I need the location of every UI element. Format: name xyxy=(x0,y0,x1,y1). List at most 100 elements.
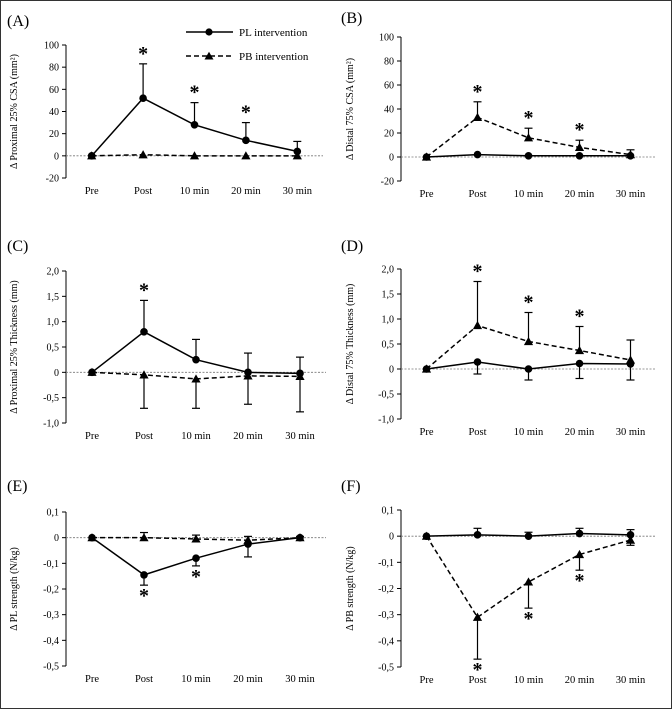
series-pb xyxy=(87,531,305,544)
y-tick-label: -0,3 xyxy=(378,610,394,621)
y-tick-label: 80 xyxy=(49,63,59,74)
y-tick-label: 80 xyxy=(384,57,394,68)
y-axis-label: Δ Distal 75% Thickness (mm) xyxy=(345,284,356,405)
x-tick-label: 10 min xyxy=(181,431,211,442)
data-point xyxy=(139,533,149,542)
legend-label-pb: PB intervention xyxy=(239,51,309,63)
y-tick-label: -0,5 xyxy=(378,663,394,674)
data-point xyxy=(626,531,635,539)
panel-label: (B) xyxy=(341,10,362,27)
panel-label: (D) xyxy=(341,238,363,255)
y-tick-label: 0 xyxy=(389,365,394,376)
significance-star: * xyxy=(241,102,251,124)
x-tick-label: Pre xyxy=(85,186,99,197)
y-tick-label: 2,0 xyxy=(382,265,395,276)
y-tick-label: 0,1 xyxy=(382,506,395,517)
data-point xyxy=(523,577,534,586)
data-point xyxy=(421,531,432,540)
significance-star: * xyxy=(575,119,585,141)
significance-star: * xyxy=(473,659,483,681)
data-point xyxy=(574,345,585,355)
x-tick-label: 30 min xyxy=(283,186,313,197)
y-tick-label: 0 xyxy=(54,533,59,544)
y-tick-label: -0,5 xyxy=(43,662,59,673)
panel-f: (F) -0,5 -0,4 -0,3 -0,2 -0,1 0 0,1 Δ PB strength… xyxy=(341,478,656,686)
significance-star: * xyxy=(138,43,148,65)
data-point xyxy=(421,364,432,373)
x-tick-label: 10 min xyxy=(181,674,211,685)
x-tick-label: Pre xyxy=(420,427,434,438)
y-tick-label: 0 xyxy=(54,151,59,162)
y-tick-label: 20 xyxy=(384,129,394,140)
x-tick-label: 20 min xyxy=(233,674,263,685)
data-point xyxy=(473,358,482,366)
series-pl xyxy=(88,299,304,378)
data-point xyxy=(625,535,636,544)
data-point xyxy=(138,150,148,159)
panel-c: (C) -1,0 -0,5 0 0,5 1,0 1,5 2,0 Δ Proximal 25% T… xyxy=(7,238,326,442)
data-point xyxy=(140,571,148,579)
data-point xyxy=(625,355,636,364)
x-tick-label: 20 min xyxy=(231,186,261,197)
x-tick-label: 20 min xyxy=(565,427,595,438)
data-point xyxy=(192,355,200,364)
x-tick-label: 10 min xyxy=(514,427,544,438)
y-axis-label: Δ Distal 75% CSA (mm²) xyxy=(345,58,356,160)
y-tick-label: -1,0 xyxy=(378,415,394,426)
data-point xyxy=(191,534,201,543)
panel-label: (E) xyxy=(7,478,27,495)
y-tick-label: -0,2 xyxy=(43,585,59,596)
data-point xyxy=(87,367,97,376)
y-tick-label: 0 xyxy=(54,368,59,379)
data-point xyxy=(625,150,636,159)
y-tick-label: 0,1 xyxy=(47,508,60,519)
y-tick-label: 2,0 xyxy=(47,267,60,278)
y-tick-label: -0,4 xyxy=(378,636,394,647)
series-line xyxy=(426,116,631,158)
y-tick-label: 0,5 xyxy=(47,343,60,354)
data-point xyxy=(191,374,201,383)
series-line xyxy=(91,153,298,157)
y-tick-label: 1,0 xyxy=(47,317,60,328)
legend: PL intervention PB intervention xyxy=(186,27,309,63)
significance-star: * xyxy=(575,306,585,328)
y-axis-label: Δ Proximal 25% Thickness (mm) xyxy=(9,280,20,413)
y-axis-label: Δ PL strength (N/kg) xyxy=(9,547,20,631)
x-tick-label: 10 min xyxy=(180,186,210,197)
x-tick-label: 30 min xyxy=(616,189,646,200)
y-tick-label: -1,0 xyxy=(43,419,59,430)
series-pb xyxy=(421,531,636,660)
panel-e: (E) -0,5 -0,4 -0,3 -0,2 -0,1 0 0,1 Δ PL strength… xyxy=(7,478,326,685)
data-point xyxy=(524,152,533,160)
data-point xyxy=(574,142,585,151)
data-point xyxy=(241,151,251,160)
x-tick-label: Pre xyxy=(85,431,99,442)
data-point xyxy=(421,152,432,161)
x-tick-label: 30 min xyxy=(285,431,315,442)
panel-label: (A) xyxy=(7,13,29,30)
y-tick-label: 60 xyxy=(49,85,59,96)
x-tick-label: 20 min xyxy=(565,675,595,686)
y-tick-label: -0,1 xyxy=(43,559,59,570)
data-point xyxy=(575,359,584,368)
data-point xyxy=(473,150,482,159)
data-point xyxy=(189,151,200,160)
y-tick-label: -0,5 xyxy=(43,393,59,404)
x-tick-label: Post xyxy=(134,186,152,197)
series-pb xyxy=(421,101,636,161)
data-point xyxy=(292,151,302,160)
x-tick-label: Pre xyxy=(85,674,99,685)
x-tick-label: 10 min xyxy=(514,189,544,200)
x-tick-label: 20 min xyxy=(233,431,263,442)
x-tick-label: Pre xyxy=(420,675,434,686)
data-point xyxy=(243,371,253,380)
significance-star: * xyxy=(473,261,483,283)
y-axis-label: Δ Proximal 25% CSA (mm²) xyxy=(9,54,20,169)
legend-marker-pb xyxy=(204,51,214,60)
significance-star: * xyxy=(575,570,585,592)
data-point xyxy=(295,371,305,380)
y-tick-label: 0 xyxy=(389,153,394,164)
x-tick-label: 30 min xyxy=(616,427,646,438)
